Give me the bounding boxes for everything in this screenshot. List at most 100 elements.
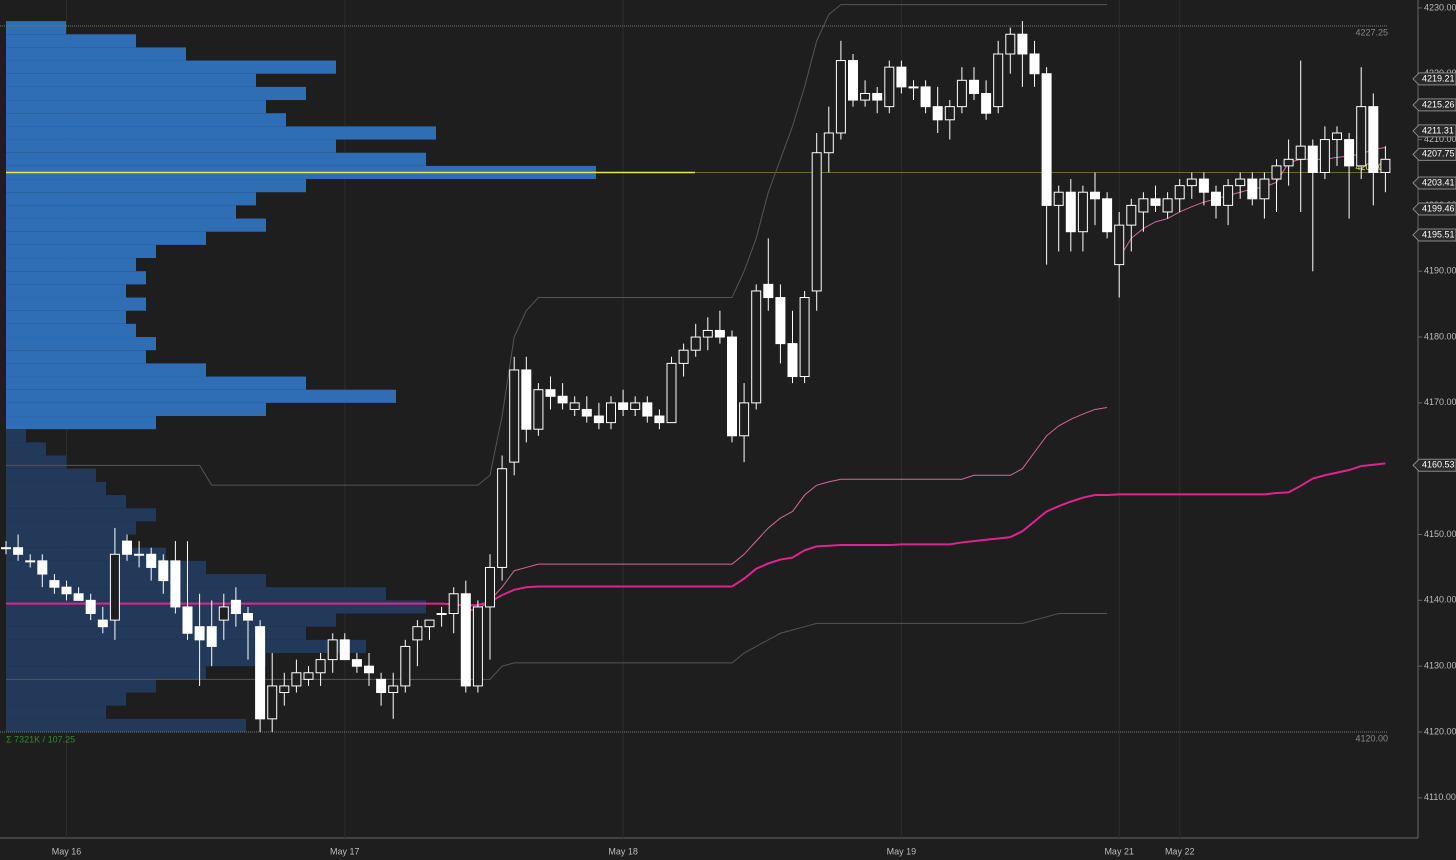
profile-bar [6,21,66,35]
price-marker [1412,228,1456,242]
profile-bar [6,574,266,588]
profile-note: Σ 7321K / 107.25 [6,734,75,744]
candle-body [714,329,725,338]
candle-body [751,290,762,404]
candle-body [533,389,544,430]
price-marker-label: 4195.51 [1422,229,1455,239]
candle-body [170,560,181,608]
profile-bar [6,139,336,153]
candle-body [835,60,846,134]
candle-body [1174,185,1185,200]
candle-body [206,626,217,647]
y-tick-label: 4170.00 [1424,397,1456,407]
candle-body [1380,158,1391,173]
candle-body [37,560,48,575]
candle-body [739,402,750,437]
candle-body [1356,106,1367,167]
band-line [465,406,1108,611]
candle-body [1029,53,1040,75]
price-marker [1412,458,1456,472]
candle-body [243,613,253,621]
profile-bar [6,468,96,482]
profile-bar [6,666,206,680]
candle-body [993,53,1004,108]
candle-body [593,415,604,424]
candle-body [1041,73,1052,206]
candle-body [49,580,60,588]
candle-body [1114,224,1125,266]
y-tick-label: 4230.00 [1424,2,1456,12]
candle-body [25,560,36,563]
candle-body [1319,139,1330,173]
candle-body [315,659,326,674]
candle-body [763,283,774,299]
price-marker-label: 4219.21 [1422,73,1455,83]
candle-body [122,540,132,555]
candle-body [279,685,290,694]
candle-body [146,553,157,568]
profile-bar [6,508,156,522]
profile-bar [6,626,306,640]
price-marker-label: 4203.41 [1422,177,1455,187]
candle-body [388,685,399,694]
profile-bar [6,337,156,351]
candle-body [218,606,229,621]
profile-bar [6,258,136,272]
candle-body [811,152,822,292]
candle-body [1368,106,1379,173]
candle-body [666,362,677,424]
y-tick-label: 4210.00 [1424,134,1456,144]
candle-body [448,593,459,615]
candle-body [97,619,108,628]
candle-body [521,369,532,430]
candle-body [1126,204,1137,226]
profile-bar [6,600,426,614]
candle-body [424,619,435,628]
candle-body [1198,178,1209,193]
profile-bar [6,653,266,667]
y-tick-label: 4190.00 [1424,266,1456,276]
candle-body [351,659,362,667]
profile-bar [6,100,266,114]
profile-bar [6,705,106,719]
candle-body [412,626,423,641]
x-tick-label: May 18 [608,846,638,856]
candle-body [1247,178,1258,200]
candle-body [1017,33,1028,55]
candle-body [690,336,701,351]
y-tick-label: 4110.00 [1424,792,1456,802]
candle-body [848,60,858,101]
candle-body [823,132,834,154]
profile-bar [6,34,136,48]
price-marker [1412,124,1456,138]
profile-bar [6,297,146,311]
candle-body [787,343,798,378]
y-tick-label: 4180.00 [1424,331,1456,341]
profile-bar [6,244,156,259]
candle-body [230,599,241,615]
x-tick-label: May 22 [1165,846,1195,856]
candle-body [1053,191,1064,206]
profile-bar [6,113,286,127]
candle-body [569,402,580,410]
candle-body [73,593,84,601]
profile-bar [6,389,396,403]
candle-body [727,336,737,437]
candle-body [981,92,992,114]
price-marker [1412,72,1456,86]
candle-body [1150,198,1161,206]
y-tick-label: 4140.00 [1424,595,1456,605]
candle-body [400,645,411,687]
candle-body [630,402,641,410]
candle-body [485,566,495,608]
profile-bar [6,455,66,469]
candle-body [61,586,72,595]
price-marker [1412,147,1456,161]
candle-body [1344,139,1355,167]
candle-body [775,297,786,345]
profile-bar [6,192,256,206]
price-marker [1412,98,1456,112]
candle-body [436,613,447,616]
candle-body [13,547,24,555]
